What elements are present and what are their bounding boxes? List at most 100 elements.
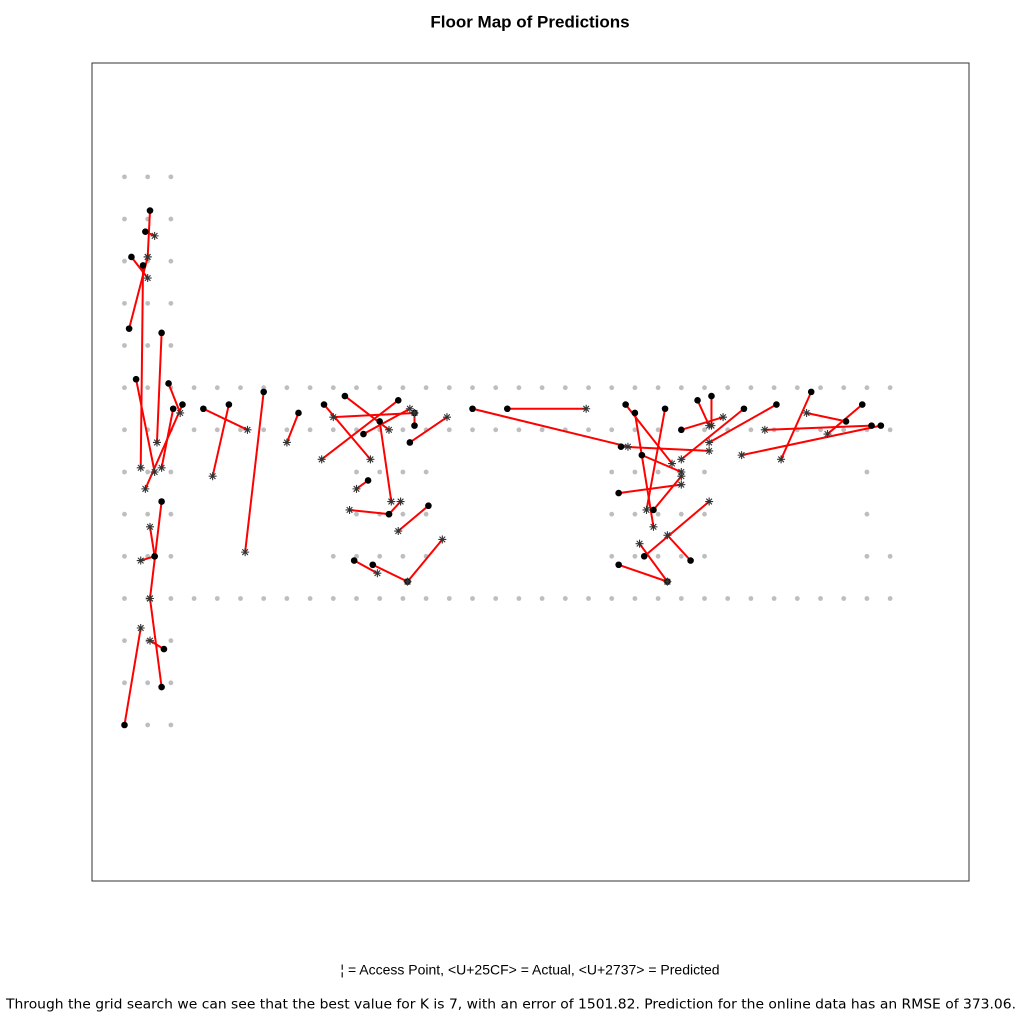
predicted-point [143, 274, 152, 283]
actual-point [295, 409, 302, 417]
access-point [284, 385, 290, 391]
access-point [168, 596, 174, 601]
access-point [330, 427, 336, 433]
access-point [864, 553, 870, 559]
predicted-point [143, 252, 152, 261]
error-line [806, 411, 847, 423]
access-point [168, 343, 174, 348]
predicted-point [329, 413, 338, 422]
actual-point [369, 561, 377, 569]
actual-point [169, 405, 177, 413]
access-point [562, 385, 568, 391]
error-line [149, 598, 163, 688]
predicted-point [176, 408, 185, 417]
access-point [887, 427, 893, 433]
predicted-point [352, 484, 361, 493]
access-point [446, 385, 452, 391]
error-line [397, 504, 430, 532]
access-point [122, 300, 127, 306]
error-line [349, 508, 390, 516]
access-point [168, 258, 174, 264]
error-line [764, 424, 872, 431]
predicted-point [677, 480, 686, 489]
error-line [472, 407, 629, 448]
access-point [191, 427, 197, 433]
access-point [122, 385, 127, 391]
access-point [841, 427, 847, 433]
actual-point [160, 645, 168, 653]
access-point [864, 596, 870, 601]
actual-point [661, 405, 669, 413]
actual-point [179, 401, 186, 408]
predicted-point [649, 522, 658, 531]
predicted-point [737, 451, 746, 460]
access-point [562, 596, 568, 601]
access-point [261, 596, 267, 601]
predicted-point [410, 408, 419, 417]
access-point [609, 511, 615, 517]
access-point [354, 596, 359, 601]
access-point [771, 385, 777, 391]
actual-point [638, 451, 646, 459]
access-point [841, 596, 847, 601]
access-point [678, 596, 684, 601]
predicted-point [802, 408, 811, 417]
actual-point [773, 401, 780, 408]
access-point [423, 596, 429, 601]
predicted-point [136, 556, 145, 565]
access-point [539, 596, 545, 601]
actual-point [868, 422, 875, 429]
predicted-point [146, 522, 155, 531]
access-point [655, 553, 661, 559]
access-point [702, 469, 707, 475]
error-line [618, 483, 682, 495]
access-point [238, 427, 243, 433]
access-point [400, 427, 406, 433]
error-line [211, 404, 230, 477]
access-point [516, 427, 522, 433]
actual-point [615, 489, 622, 497]
access-point [377, 553, 383, 559]
access-point [400, 469, 406, 475]
access-point [122, 174, 127, 180]
predicted-point [823, 430, 832, 439]
access-point [122, 343, 127, 348]
access-point [400, 596, 406, 601]
access-point [771, 596, 777, 601]
predicted-point [760, 425, 769, 434]
access-point [586, 385, 591, 391]
chart-title: Floor Map of Predictions [430, 12, 629, 31]
access-point [493, 427, 499, 433]
error-line [645, 408, 667, 511]
predicted-point [438, 535, 447, 544]
access-point [168, 511, 174, 517]
access-point [354, 385, 359, 391]
predicted-point [394, 527, 403, 536]
access-point [284, 596, 290, 601]
actual-point [406, 439, 414, 446]
actual-point [640, 553, 648, 560]
actual-point [341, 392, 349, 400]
predicted-point [677, 472, 686, 481]
legend-text: ¦ = Access Point, <U+25CF> = Actual, <U+… [340, 962, 719, 978]
access-point [516, 596, 522, 601]
error-line [321, 399, 399, 461]
access-point [377, 385, 383, 391]
error-line [666, 534, 692, 562]
access-point [818, 385, 823, 391]
actual-point [807, 388, 815, 396]
access-point [122, 680, 127, 686]
access-point [609, 469, 615, 475]
access-point [122, 638, 127, 644]
access-point [330, 553, 336, 559]
predicted-point [384, 425, 393, 434]
access-point [400, 553, 406, 559]
actual-point [350, 557, 358, 564]
error-line [362, 407, 411, 435]
access-point [168, 553, 174, 559]
access-point [145, 300, 151, 306]
access-point [655, 427, 661, 433]
access-point [261, 427, 267, 433]
access-point [609, 553, 615, 559]
